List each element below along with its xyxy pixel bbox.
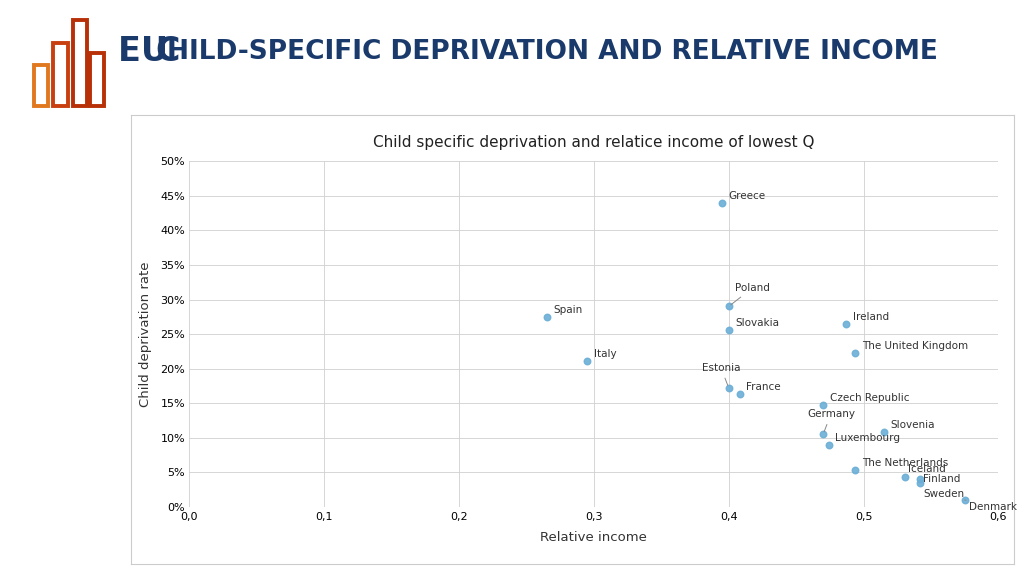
Text: France: France xyxy=(746,382,781,392)
Point xyxy=(721,384,737,393)
Point xyxy=(721,302,737,311)
Point xyxy=(815,400,831,409)
Text: Greece: Greece xyxy=(729,191,766,200)
Text: Sweden: Sweden xyxy=(923,489,964,499)
Bar xyxy=(73,20,87,106)
X-axis label: Relative income: Relative income xyxy=(541,530,647,544)
Text: Estonia: Estonia xyxy=(701,363,740,385)
Point xyxy=(956,495,973,505)
Title: Child specific deprivation and relatice income of lowest Q: Child specific deprivation and relatice … xyxy=(373,135,815,150)
Text: EU: EU xyxy=(118,35,179,69)
Text: Slovenia: Slovenia xyxy=(891,420,935,430)
Text: Denmark: Denmark xyxy=(965,500,1017,512)
Point xyxy=(721,325,737,335)
Point xyxy=(731,389,748,399)
Point xyxy=(815,430,831,439)
Bar xyxy=(90,53,104,106)
Text: Spain: Spain xyxy=(554,305,583,314)
Text: Finland: Finland xyxy=(923,474,961,484)
Text: The United Kingdom: The United Kingdom xyxy=(862,340,969,351)
Point xyxy=(876,427,892,437)
Point xyxy=(539,312,555,321)
Point xyxy=(912,475,929,484)
Text: Ireland: Ireland xyxy=(853,312,889,323)
Bar xyxy=(34,66,48,106)
Text: Slovakia: Slovakia xyxy=(735,318,779,328)
Text: Italy: Italy xyxy=(594,349,616,359)
Bar xyxy=(53,43,68,106)
Text: HILD-SPECIFIC DEPRIVATION AND RELATIVE INCOME: HILD-SPECIFIC DEPRIVATION AND RELATIVE I… xyxy=(167,39,938,65)
Point xyxy=(838,320,854,329)
Y-axis label: Child deprivation rate: Child deprivation rate xyxy=(139,262,153,407)
Point xyxy=(912,479,929,488)
Text: C: C xyxy=(156,35,180,69)
Point xyxy=(897,472,913,482)
Point xyxy=(847,465,863,475)
Text: Poland: Poland xyxy=(731,283,770,305)
Text: The Netherlands: The Netherlands xyxy=(862,458,948,468)
Point xyxy=(714,198,730,207)
Point xyxy=(820,440,837,449)
Text: Luxembourg: Luxembourg xyxy=(836,433,900,442)
Point xyxy=(847,348,863,357)
Text: Germany: Germany xyxy=(807,409,855,431)
Text: Czech Republic: Czech Republic xyxy=(829,392,909,403)
Point xyxy=(579,357,595,366)
Text: Iceland: Iceland xyxy=(908,464,946,475)
